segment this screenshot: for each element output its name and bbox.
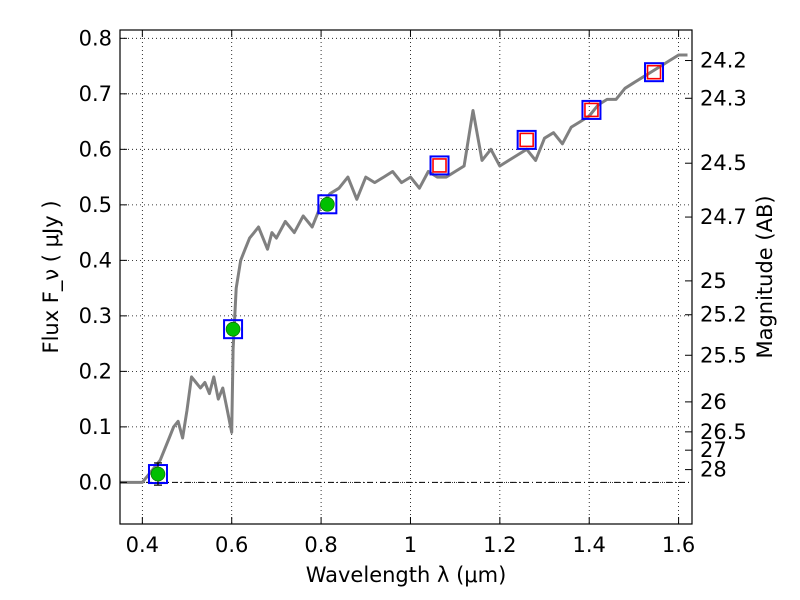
y-tick-label: 0.7 (79, 82, 112, 106)
x-axis-label: Wavelength λ (μm) (306, 563, 507, 587)
y-tick-label: 0.0 (79, 470, 112, 494)
plot-background (120, 30, 692, 524)
x-tick-label: 0.4 (126, 533, 159, 557)
magnitude-tick-label: 24.2 (700, 49, 747, 73)
y-tick-label: 0.3 (79, 304, 112, 328)
magnitude-tick-label: 26.5 (700, 420, 747, 444)
photometry-point (150, 466, 166, 482)
photometry-point (225, 321, 241, 337)
y-tick-label: 0.8 (79, 26, 112, 50)
x-tick-label: 0.6 (215, 533, 248, 557)
gridlines (120, 30, 692, 524)
upper-limit-point (432, 158, 447, 173)
model-flux-box (429, 155, 450, 176)
magnitude-tick-label: 27 (700, 438, 727, 462)
y-tick-label: 0.6 (79, 137, 112, 161)
magnitude-tick-label: 28 (700, 458, 727, 482)
magnitude-tick-label: 24.5 (700, 151, 747, 175)
y-tick-label: 0.1 (79, 415, 112, 439)
model-flux-box (581, 99, 602, 120)
x-tick-label: 1.2 (483, 533, 516, 557)
plot-frame (119, 29, 693, 525)
model-flux-box (317, 194, 338, 215)
magnitude-tick-label: 25.5 (700, 343, 747, 367)
y-axis-left: 0.0 0.1 0.2 0.3 0.4 0.5 0.6 0.7 0.8 (79, 26, 127, 494)
y-axis-label-left: Flux F_ν ( μJy ) (39, 200, 64, 353)
model-flux-box (223, 319, 244, 340)
x-tick-label: 1.6 (662, 533, 695, 557)
data-points (147, 62, 665, 486)
magnitude-tick-label: 24.7 (700, 205, 747, 229)
upper-limit-point (519, 132, 534, 148)
x-tick-label: 0.8 (304, 533, 337, 557)
magnitude-tick-label: 25.2 (700, 303, 747, 327)
x-tick-label: 1.4 (573, 533, 606, 557)
y-tick-label: 0.5 (79, 193, 112, 217)
x-tick-label: 1 (404, 533, 417, 557)
model-flux-box (516, 129, 537, 150)
sed-curve (120, 53, 688, 484)
magnitude-tick-label: 24.3 (700, 86, 747, 110)
y-tick-label: 0.2 (79, 359, 112, 383)
photometry-point (320, 196, 335, 212)
plot-area (119, 29, 693, 525)
upper-limit-point (646, 64, 662, 80)
y-axis-label-right: Magnitude (AB) (753, 195, 777, 358)
magnitude-tick-label: 25 (700, 269, 727, 293)
upper-limit-point (584, 102, 599, 118)
x-axis: 0.4 0.6 0.8 1 1.2 1.4 1.6 (126, 30, 695, 557)
magnitude-tick-label: 26 (700, 390, 727, 414)
y-tick-label: 0.4 (79, 248, 112, 272)
model-flux-box (644, 62, 665, 83)
